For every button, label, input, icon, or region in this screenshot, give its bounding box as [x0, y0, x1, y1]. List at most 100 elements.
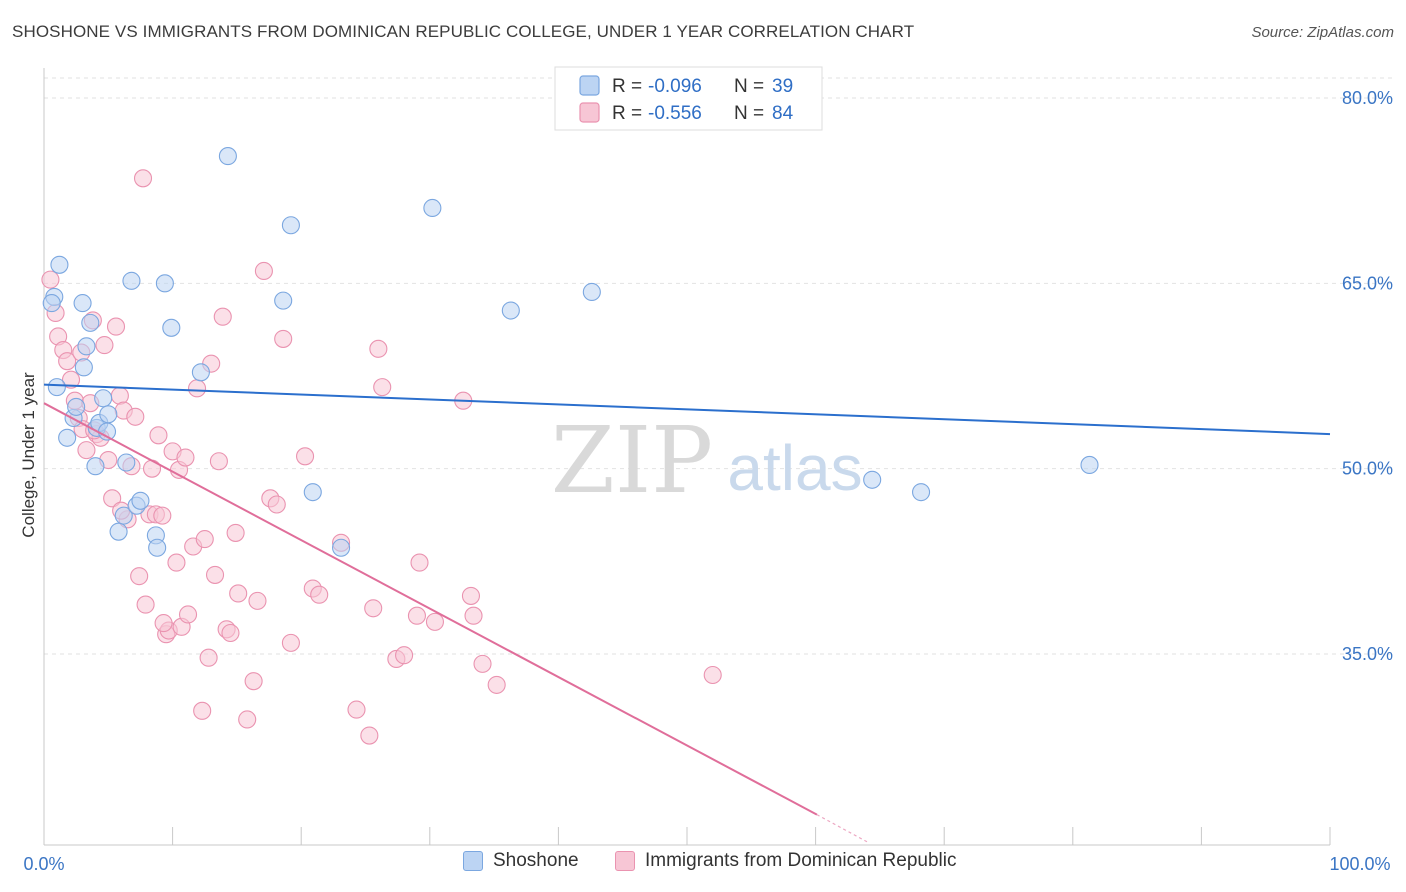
- dominican-point-68: [373, 378, 392, 397]
- dominican-point-49: [221, 623, 240, 643]
- dominican-point-23: [130, 567, 149, 586]
- legend-n-label-shoshone: N =: [734, 76, 764, 97]
- bottom-legend-shoshone[interactable]: Shoshone: [463, 850, 579, 872]
- dominican-point-71: [410, 553, 429, 572]
- shoshone-point-35: [582, 282, 601, 302]
- trend-lines: [43, 383, 1331, 843]
- shoshone-point-30: [281, 216, 300, 235]
- dominican-point-38: [178, 605, 198, 624]
- shoshone-point-11: [86, 457, 105, 476]
- shoshone-point-33: [423, 198, 442, 218]
- dominican-point-17: [106, 317, 126, 336]
- dominican-point-54: [248, 591, 267, 610]
- dominican-point-60: [296, 447, 315, 466]
- dominican-point-53: [244, 672, 263, 691]
- shoshone-point-29: [274, 291, 293, 310]
- series-dominican-points: [41, 169, 722, 745]
- dominican-point-51: [229, 584, 248, 603]
- legend-r-label-shoshone: R =: [612, 76, 642, 97]
- bottom-legend-swatch-dominican: [615, 851, 635, 871]
- shoshone-point-19: [117, 453, 136, 472]
- legend-n-label-dominican: N =: [734, 103, 764, 124]
- dominican-point-58: [274, 329, 293, 348]
- dominican-point-70: [395, 646, 414, 665]
- shoshone-point-3: [47, 378, 66, 397]
- dominican-point-79: [703, 665, 722, 685]
- dominican-point-57: [267, 495, 286, 514]
- gridlines: [44, 77, 1392, 655]
- y-tick-labels: 35.0% 50.0% 65.0% 80.0%: [1342, 88, 1393, 664]
- shoshone-point-7: [77, 337, 96, 356]
- dominican-point-24: [133, 169, 153, 188]
- shoshone-point-1: [50, 255, 69, 274]
- shoshone-point-25: [155, 274, 174, 293]
- dominican-point-22: [126, 407, 145, 426]
- dominican-point-30: [153, 506, 172, 525]
- dominican-point-4: [58, 352, 77, 371]
- shoshone-point-20: [122, 271, 141, 290]
- dominican-point-16: [103, 489, 122, 508]
- dominican-point-46: [209, 452, 228, 471]
- dominican-point-14: [95, 336, 114, 355]
- shoshone-point-14: [94, 389, 113, 408]
- series-shoshone-points: [42, 147, 1099, 557]
- dominican-point-83: [154, 614, 173, 633]
- shoshone-point-8: [74, 358, 93, 377]
- dominican-point-0: [41, 270, 60, 289]
- dominican-point-18: [110, 386, 129, 405]
- axes: [43, 68, 1331, 846]
- dominican-point-50: [226, 523, 245, 542]
- shoshone-point-6: [67, 397, 86, 416]
- bottom-legend-swatch-shoshone: [463, 851, 483, 871]
- bottom-legend-label-shoshone: Shoshone: [493, 850, 579, 871]
- chart-title: SHOSHONE VS IMMIGRANTS FROM DOMINICAN RE…: [12, 22, 915, 41]
- shoshone-point-36: [863, 470, 882, 489]
- shoshone-point-26: [162, 318, 181, 337]
- legend-swatch-shoshone: [579, 75, 600, 96]
- shoshone-point-16: [99, 405, 118, 424]
- y-tick-label-2: 65.0%: [1342, 273, 1393, 293]
- dominican-point-34: [167, 553, 186, 572]
- shoshone-point-2: [42, 294, 61, 313]
- dominican-point-9: [77, 441, 96, 460]
- x-tick-label-min: 0.0%: [23, 854, 64, 874]
- shoshone-point-22: [131, 491, 150, 510]
- legend: R = -0.096 N = 39 R = -0.556 N = 84: [554, 66, 823, 131]
- dominican-point-72: [407, 606, 426, 625]
- dominican-point-41: [193, 701, 212, 720]
- shoshone-point-18: [114, 506, 133, 525]
- bottom-legend-dominican[interactable]: Immigrants from Dominican Republic: [615, 850, 957, 872]
- dominican-trend-extension: [816, 814, 868, 843]
- dominican-trend-line: [43, 402, 818, 816]
- shoshone-point-37: [912, 483, 931, 502]
- dominican-point-59: [281, 633, 300, 652]
- dominican-point-75: [461, 586, 481, 605]
- y-axis-label: College, Under 1 year: [19, 372, 38, 538]
- dominican-point-40: [187, 379, 207, 398]
- y-tick-label-3: 80.0%: [1342, 88, 1393, 108]
- y-tick-label-1: 50.0%: [1342, 459, 1393, 479]
- shoshone-point-10: [81, 313, 100, 332]
- shoshone-point-38: [1080, 455, 1099, 475]
- chart-source: Source: ZipAtlas.com: [1251, 24, 1394, 41]
- dominican-point-52: [238, 710, 257, 729]
- dominican-point-47: [213, 307, 232, 326]
- dominican-point-45: [205, 565, 225, 584]
- shoshone-point-9: [73, 294, 92, 313]
- dominican-point-65: [360, 726, 379, 745]
- legend-n-value-dominican: 84: [772, 103, 794, 124]
- dominican-point-62: [310, 585, 329, 604]
- shoshone-point-24: [148, 538, 167, 557]
- dominican-point-42: [195, 530, 214, 549]
- dominican-point-55: [254, 261, 273, 281]
- dominican-point-78: [487, 675, 506, 694]
- dominican-point-27: [142, 459, 162, 478]
- dominican-point-76: [464, 606, 483, 625]
- dominican-point-64: [347, 700, 366, 719]
- shoshone-point-32: [332, 538, 351, 557]
- x-tick-label-max: 100.0%: [1329, 854, 1390, 874]
- dominican-point-73: [425, 612, 444, 631]
- shoshone-point-4: [58, 428, 77, 447]
- bottom-legend: Shoshone Immigrants from Dominican Repub…: [0, 850, 1406, 878]
